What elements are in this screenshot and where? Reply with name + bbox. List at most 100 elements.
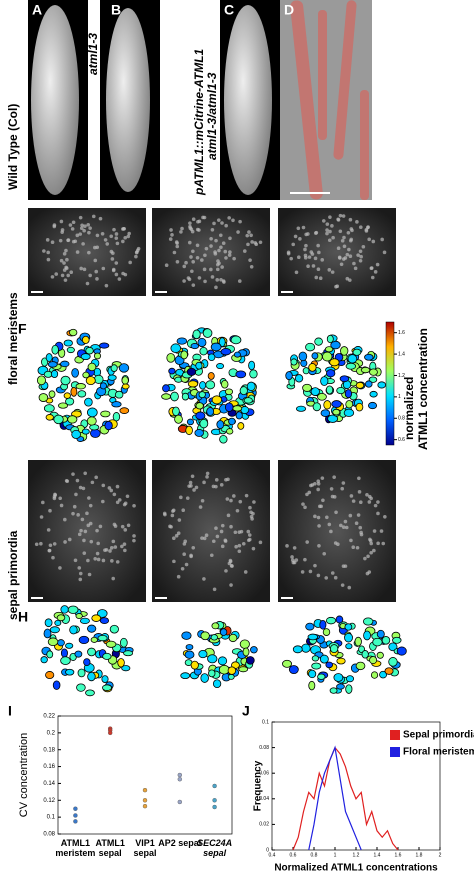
nucleus bbox=[365, 492, 369, 497]
nucleus bbox=[78, 571, 83, 576]
nucleus bbox=[169, 228, 173, 232]
nucleus bbox=[183, 539, 188, 544]
nucleus bbox=[132, 538, 136, 543]
nucleus bbox=[75, 233, 80, 238]
nucleus bbox=[333, 541, 338, 545]
nucleus bbox=[214, 238, 218, 243]
nucleus bbox=[317, 504, 322, 509]
point bbox=[73, 806, 78, 811]
nucleus bbox=[229, 564, 234, 568]
nucleus bbox=[359, 532, 364, 537]
nucleus bbox=[365, 571, 370, 576]
cell bbox=[36, 375, 46, 386]
cell bbox=[109, 624, 119, 634]
nucleus bbox=[292, 546, 297, 550]
nucleus bbox=[243, 570, 248, 574]
nucleus bbox=[115, 484, 120, 489]
legend-label: Sepal primordia bbox=[403, 730, 474, 741]
nucleus bbox=[74, 492, 78, 497]
cell bbox=[325, 385, 334, 395]
y-tick-label: 0.06 bbox=[259, 771, 269, 777]
nucleus bbox=[235, 508, 240, 513]
cell bbox=[119, 637, 128, 648]
y-tick-label: 0.1 bbox=[47, 815, 56, 821]
nucleus bbox=[351, 499, 356, 503]
cell bbox=[81, 335, 90, 344]
cell bbox=[347, 354, 358, 364]
nucleus bbox=[60, 273, 65, 278]
nucleus bbox=[218, 233, 223, 238]
cell bbox=[82, 371, 90, 379]
nucleus bbox=[82, 538, 86, 543]
cell bbox=[43, 404, 55, 413]
cell bbox=[323, 400, 332, 410]
cell bbox=[239, 386, 248, 396]
colorbar-tick-label: 0.6 bbox=[398, 437, 405, 443]
nucleus bbox=[46, 528, 51, 532]
nucleus bbox=[168, 237, 173, 241]
nucleus bbox=[96, 541, 100, 546]
nucleus bbox=[209, 236, 213, 241]
line-series bbox=[292, 746, 399, 851]
cell bbox=[46, 650, 54, 659]
nucleus bbox=[251, 511, 255, 516]
nucleus bbox=[313, 481, 317, 486]
nucleus bbox=[88, 273, 92, 278]
cell bbox=[320, 376, 329, 386]
nucleus bbox=[228, 236, 232, 241]
nucleus bbox=[298, 237, 302, 241]
nucleus bbox=[347, 585, 352, 590]
nucleus bbox=[110, 257, 115, 261]
point bbox=[73, 813, 78, 818]
nucleus bbox=[127, 231, 131, 236]
panel-label: H bbox=[18, 609, 28, 625]
nucleus bbox=[227, 216, 231, 220]
cell bbox=[186, 367, 197, 376]
nucleus bbox=[219, 277, 223, 282]
cell bbox=[212, 679, 222, 689]
cell bbox=[295, 405, 307, 412]
nucleus bbox=[348, 513, 353, 518]
nucleus bbox=[251, 546, 256, 551]
nucleus bbox=[258, 240, 263, 245]
plot-frame bbox=[57, 715, 233, 835]
nucleus bbox=[289, 256, 293, 261]
nucleus bbox=[376, 541, 380, 546]
cell bbox=[211, 395, 223, 405]
cell bbox=[107, 374, 117, 381]
cell bbox=[314, 337, 323, 346]
cell bbox=[63, 339, 73, 347]
cell bbox=[121, 383, 130, 390]
y-tick-label: 0.1 bbox=[262, 719, 269, 725]
nucleus bbox=[229, 583, 233, 587]
colorbar-tick-label: 1 bbox=[398, 394, 401, 400]
cell bbox=[239, 639, 250, 649]
nucleus bbox=[369, 496, 373, 501]
nucleus bbox=[175, 241, 179, 245]
cell bbox=[317, 673, 326, 680]
cell bbox=[376, 629, 385, 639]
nucleus bbox=[191, 249, 195, 254]
cell bbox=[242, 647, 250, 657]
cell bbox=[80, 353, 91, 361]
nucleus bbox=[188, 480, 193, 485]
nucleus bbox=[200, 258, 204, 262]
cell bbox=[381, 636, 391, 645]
nucleus bbox=[250, 517, 254, 521]
nucleus bbox=[226, 513, 231, 518]
cell bbox=[99, 342, 110, 349]
nucleus bbox=[191, 545, 196, 550]
nucleus bbox=[117, 498, 122, 502]
nucleus bbox=[351, 545, 356, 550]
nucleus bbox=[200, 536, 204, 540]
nucleus bbox=[313, 563, 317, 568]
nucleus bbox=[247, 533, 252, 537]
nucleus bbox=[345, 252, 350, 257]
nucleus bbox=[321, 498, 325, 503]
cell bbox=[319, 654, 329, 664]
cell bbox=[76, 683, 86, 692]
nucleus bbox=[52, 224, 57, 229]
nucleus bbox=[329, 529, 333, 534]
nucleus bbox=[90, 480, 95, 485]
x-axis-label: Normalized ATML1 concentrations bbox=[274, 863, 438, 874]
